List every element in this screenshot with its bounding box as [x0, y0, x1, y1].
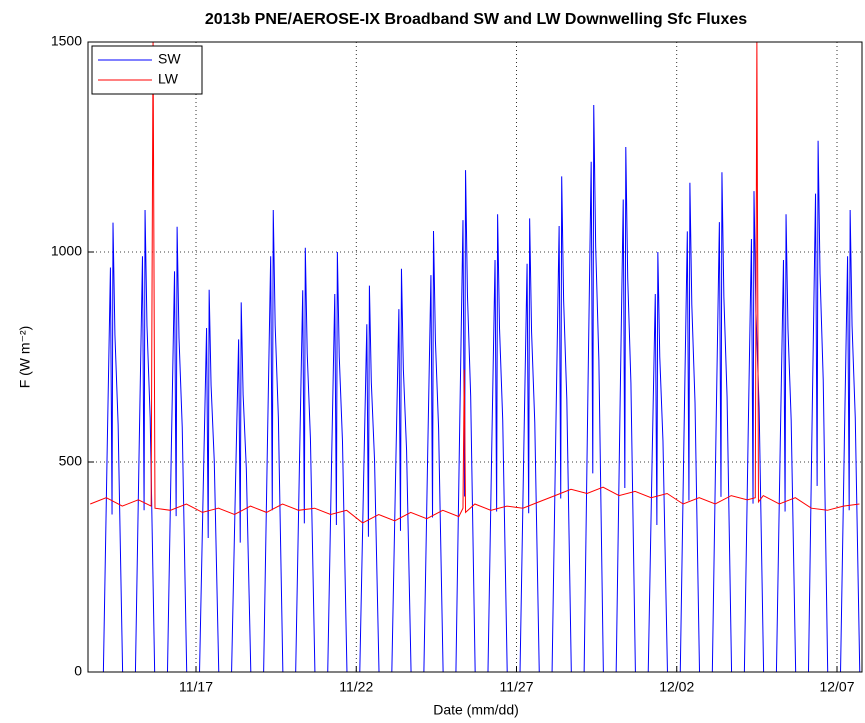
data-line — [90, 41, 860, 524]
x-tick-label: 11/27 — [500, 679, 534, 695]
y-tick-label: 1000 — [51, 243, 82, 259]
y-tick-label: 1500 — [51, 33, 82, 49]
x-tick-label: 12/02 — [659, 679, 694, 695]
axes-box — [87, 41, 863, 673]
legend-label: SW — [158, 51, 181, 67]
x-tick-label: 11/22 — [339, 679, 373, 695]
x-tick-label: 12/07 — [819, 679, 854, 695]
y-tick-label: 500 — [59, 453, 83, 469]
y-axis-label: F (W m⁻²) — [17, 326, 33, 389]
legend-box — [91, 45, 203, 95]
chart-title: 2013b PNE/AEROSE-IX Broadband SW and LW … — [205, 11, 747, 28]
legend-label: LW — [158, 71, 179, 87]
x-tick-label: 11/17 — [179, 679, 213, 695]
x-axis-label: Date (mm/dd) — [433, 702, 519, 718]
y-tick-label: 0 — [74, 663, 82, 679]
